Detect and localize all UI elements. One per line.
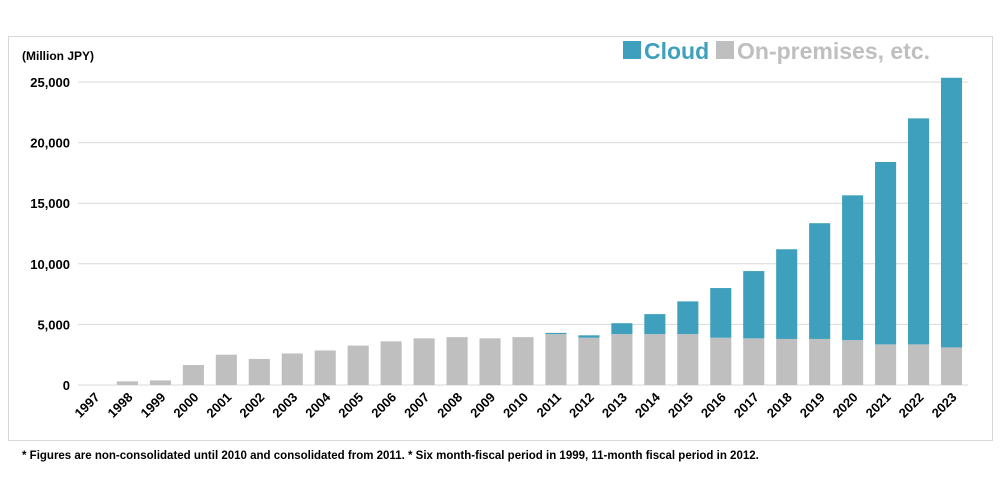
- bar-on-premises: [479, 338, 501, 385]
- legend-swatch: [716, 41, 734, 59]
- x-tick-label: 2017: [731, 390, 762, 421]
- bar-cloud: [644, 314, 666, 335]
- legend-label: On-premises, etc.: [737, 38, 930, 64]
- bar-cloud: [545, 332, 567, 335]
- bar-cloud: [611, 323, 633, 335]
- y-tick-label: 0: [63, 378, 70, 393]
- bar-on-premises: [281, 353, 303, 385]
- footnote: * Figures are non-consolidated until 201…: [22, 450, 759, 462]
- bar-on-premises: [413, 338, 435, 385]
- bar-on-premises: [347, 345, 369, 385]
- bar-on-premises: [908, 344, 930, 385]
- bar-on-premises: [776, 338, 798, 385]
- y-tick-label: 5,000: [37, 317, 70, 332]
- bar-cloud: [743, 271, 765, 339]
- bar-on-premises: [940, 347, 963, 385]
- x-tick-label: 2013: [599, 390, 630, 421]
- y-tick-label: 10,000: [30, 257, 70, 272]
- chart-frame: [8, 36, 993, 441]
- legend-swatch: [623, 41, 641, 59]
- x-tick-label: 2021: [863, 390, 894, 421]
- bar-on-premises: [842, 340, 864, 385]
- x-tick-label: 2020: [830, 390, 861, 421]
- x-tick-label: 2007: [401, 390, 432, 421]
- bar-cloud: [677, 301, 699, 335]
- x-tick-label: 1997: [72, 390, 103, 421]
- bar-cloud: [842, 195, 864, 341]
- bar-on-premises: [149, 380, 171, 385]
- x-tick-label: 1999: [137, 390, 168, 421]
- x-tick-label: 2010: [500, 390, 531, 421]
- x-tick-label: 2005: [335, 390, 366, 421]
- legend-label: Cloud: [644, 38, 709, 64]
- x-tick-label: 2009: [467, 390, 498, 421]
- bar-on-premises: [512, 337, 534, 385]
- x-tick-label: 2022: [896, 390, 927, 421]
- bar-cloud: [809, 223, 831, 339]
- chart-area: 0 5,000 10,000 15,000 20,000 25,000 (Million J…: [22, 38, 968, 421]
- bar-on-premises: [611, 334, 633, 385]
- bar-on-premises: [380, 341, 402, 385]
- bar-on-premises: [710, 337, 732, 385]
- bar-cloud: [710, 288, 732, 338]
- x-tick-label: 1998: [105, 390, 136, 421]
- x-tick-label: 2000: [170, 390, 201, 421]
- x-tick-label: 2015: [665, 390, 696, 421]
- bar-on-premises: [809, 338, 831, 385]
- bar-on-premises: [743, 338, 765, 385]
- bar-cloud: [908, 118, 930, 345]
- bar-on-premises: [182, 365, 204, 385]
- bar-on-premises: [248, 358, 270, 385]
- x-tick-label: 2014: [632, 389, 664, 421]
- y-tick-label: 25,000: [30, 75, 70, 90]
- x-tick-label: 2011: [534, 390, 565, 421]
- x-tick-label: 2006: [368, 390, 399, 421]
- x-tick-label: 2016: [698, 390, 729, 421]
- x-tick-label: 2019: [797, 390, 828, 421]
- y-tick-label: 15,000: [30, 196, 70, 211]
- bar-cloud: [940, 77, 963, 348]
- bar-on-premises: [677, 334, 699, 385]
- bar-cloud: [875, 161, 897, 345]
- x-tick-label: 2004: [302, 389, 334, 421]
- bar-on-premises: [116, 381, 138, 385]
- x-tick-label: 2012: [566, 390, 597, 421]
- y-tick-label: 20,000: [30, 136, 70, 151]
- bar-on-premises: [314, 350, 336, 385]
- bar-on-premises: [215, 354, 237, 385]
- bar-on-premises: [578, 337, 600, 385]
- bar-on-premises: [446, 337, 468, 385]
- x-tick-label: 2002: [236, 390, 267, 421]
- bar-on-premises: [644, 334, 666, 385]
- x-tick-label: 2003: [269, 390, 300, 421]
- bar-on-premises: [545, 334, 567, 385]
- x-tick-label: 2001: [203, 390, 234, 421]
- x-tick-label: 2018: [764, 390, 795, 421]
- bar-on-premises: [875, 344, 897, 385]
- bar-cloud: [776, 249, 798, 339]
- y-axis-label: (Million JPY): [22, 49, 94, 63]
- bar-cloud: [578, 335, 600, 338]
- x-tick-label: 2023: [929, 390, 960, 421]
- x-tick-label: 2008: [434, 390, 465, 421]
